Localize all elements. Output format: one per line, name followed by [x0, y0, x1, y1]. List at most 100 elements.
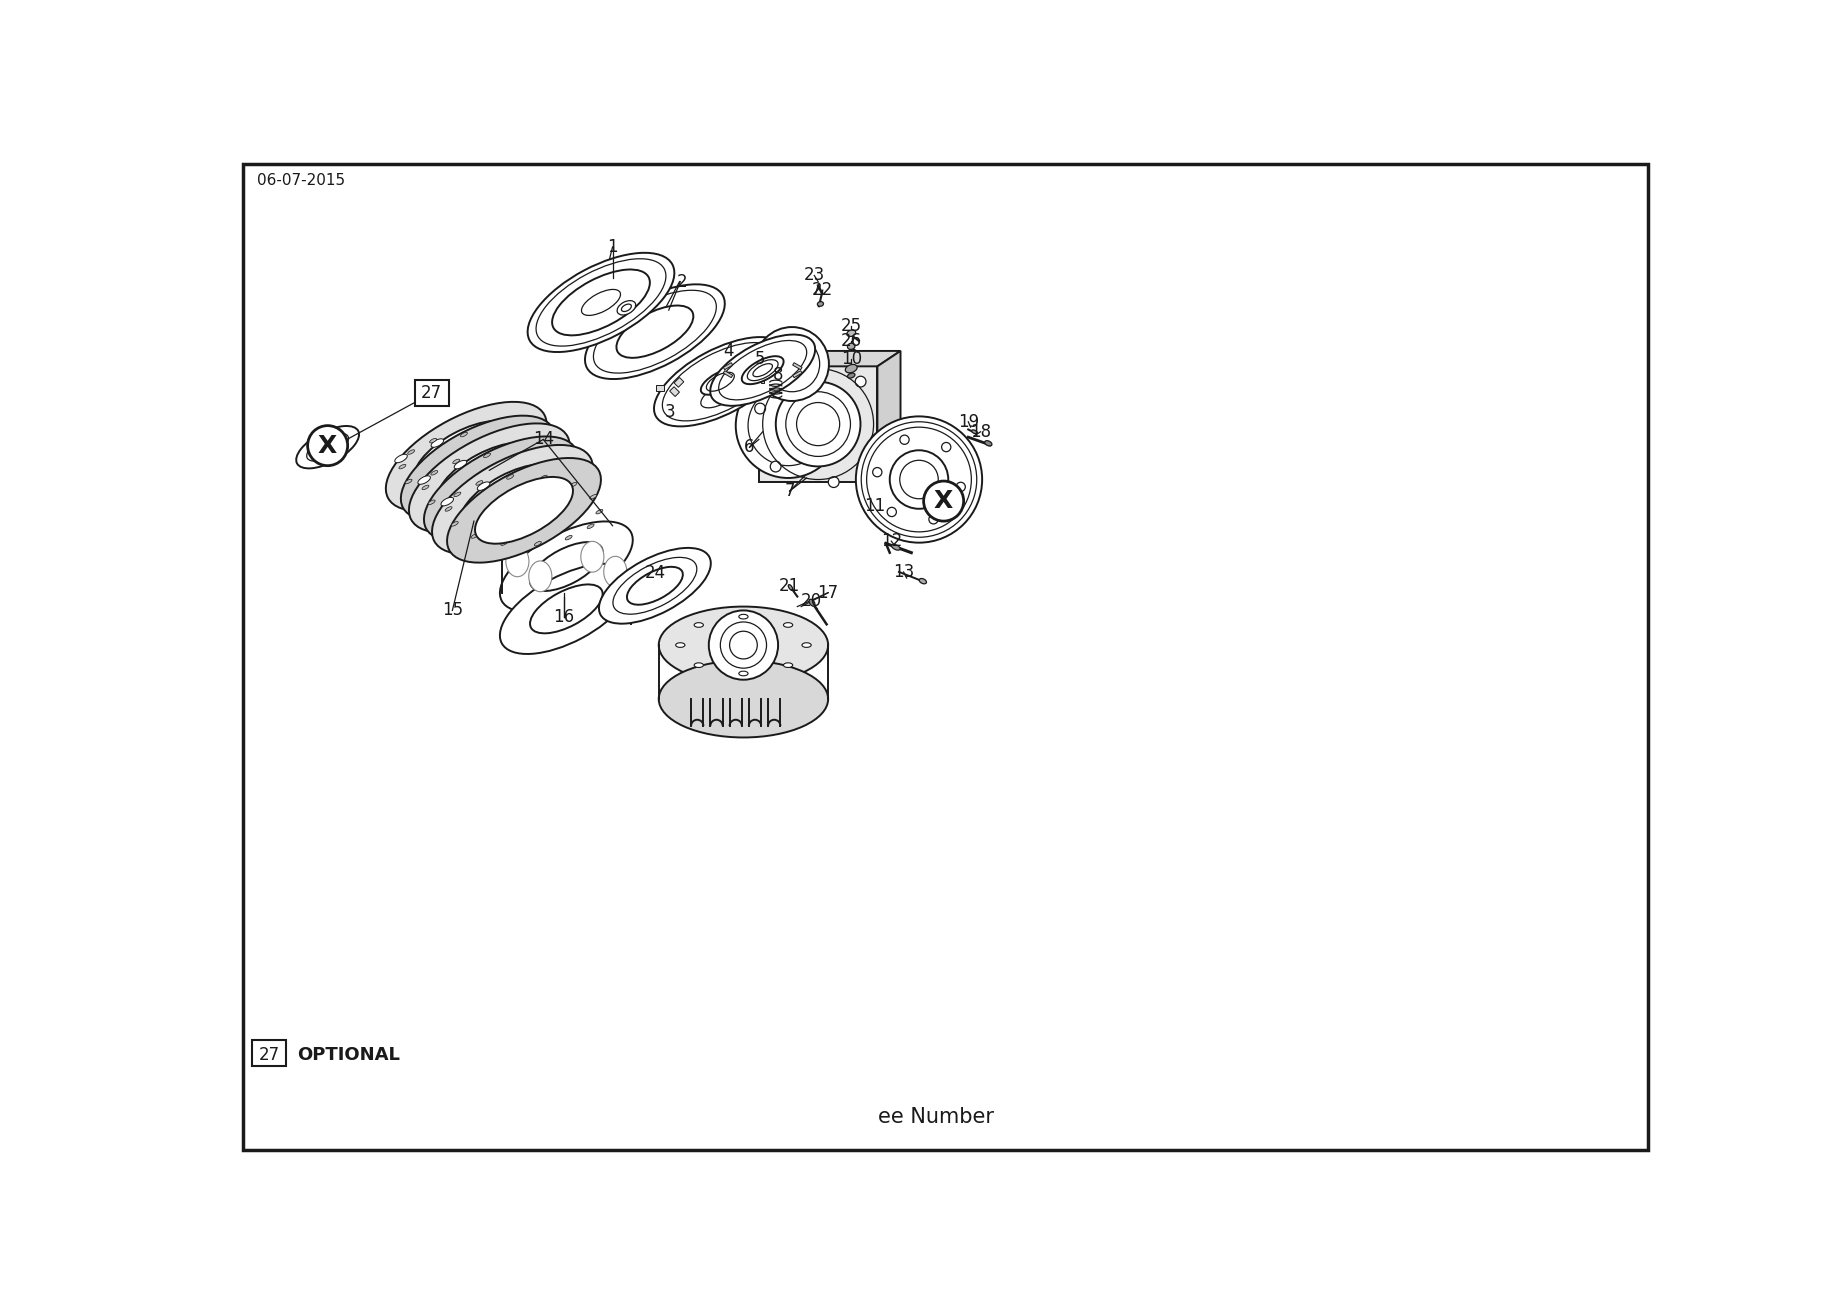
Polygon shape [762, 373, 764, 382]
Text: 06-07-2015: 06-07-2015 [256, 173, 345, 189]
Ellipse shape [518, 493, 526, 497]
Ellipse shape [428, 435, 528, 501]
Circle shape [956, 483, 965, 492]
Ellipse shape [452, 455, 550, 522]
Ellipse shape [550, 467, 557, 471]
Ellipse shape [528, 252, 675, 353]
Ellipse shape [476, 480, 483, 485]
Ellipse shape [483, 453, 491, 458]
Ellipse shape [616, 301, 637, 315]
Ellipse shape [565, 502, 577, 511]
Circle shape [775, 381, 860, 467]
Circle shape [924, 481, 963, 522]
Ellipse shape [810, 600, 815, 606]
Bar [657, 385, 664, 392]
Text: 5: 5 [755, 350, 766, 368]
Ellipse shape [524, 440, 531, 445]
Text: 18: 18 [970, 423, 991, 441]
Ellipse shape [507, 475, 513, 479]
Polygon shape [793, 371, 803, 377]
Ellipse shape [572, 488, 579, 492]
Ellipse shape [430, 438, 437, 442]
Text: 7: 7 [784, 483, 795, 500]
Ellipse shape [565, 536, 572, 540]
Ellipse shape [459, 464, 565, 535]
Circle shape [871, 435, 882, 445]
Circle shape [873, 467, 882, 476]
Ellipse shape [474, 477, 574, 544]
Ellipse shape [446, 458, 601, 562]
Circle shape [887, 507, 897, 516]
Text: OPTIONAL: OPTIONAL [297, 1046, 400, 1064]
Ellipse shape [596, 510, 603, 514]
Text: 17: 17 [817, 584, 839, 601]
Polygon shape [723, 371, 732, 377]
Ellipse shape [653, 337, 786, 427]
Ellipse shape [784, 662, 793, 667]
Ellipse shape [507, 442, 520, 450]
Ellipse shape [441, 497, 454, 506]
Circle shape [828, 476, 839, 488]
Text: 15: 15 [441, 601, 463, 619]
Bar [670, 386, 679, 397]
Circle shape [941, 442, 950, 451]
Ellipse shape [386, 402, 546, 511]
Ellipse shape [694, 623, 703, 627]
Ellipse shape [738, 614, 747, 619]
Ellipse shape [494, 433, 502, 437]
Text: 16: 16 [554, 608, 574, 626]
Ellipse shape [755, 327, 828, 401]
Ellipse shape [448, 467, 461, 475]
Ellipse shape [395, 454, 408, 463]
Ellipse shape [535, 541, 541, 546]
Ellipse shape [428, 500, 435, 505]
Ellipse shape [472, 488, 483, 497]
Bar [753, 373, 764, 382]
Ellipse shape [530, 463, 542, 472]
Ellipse shape [461, 432, 467, 437]
Ellipse shape [432, 438, 443, 448]
Ellipse shape [494, 510, 507, 519]
Text: 21: 21 [779, 576, 801, 595]
Text: 12: 12 [880, 532, 902, 550]
Ellipse shape [430, 471, 437, 475]
Ellipse shape [489, 500, 494, 503]
Polygon shape [723, 363, 732, 369]
Bar [415, 380, 448, 406]
Ellipse shape [445, 506, 452, 511]
Ellipse shape [701, 368, 740, 394]
Ellipse shape [454, 461, 467, 468]
Ellipse shape [518, 459, 531, 467]
Ellipse shape [506, 546, 530, 576]
Ellipse shape [581, 541, 603, 572]
Polygon shape [758, 367, 878, 481]
Polygon shape [878, 351, 900, 481]
Ellipse shape [437, 442, 542, 514]
Ellipse shape [803, 643, 812, 648]
Text: 3: 3 [664, 403, 675, 420]
Ellipse shape [408, 450, 415, 454]
Text: 11: 11 [863, 497, 886, 515]
Bar [749, 382, 758, 392]
Ellipse shape [847, 343, 854, 350]
Circle shape [797, 360, 808, 372]
Circle shape [856, 376, 865, 386]
Ellipse shape [413, 420, 518, 492]
Ellipse shape [448, 513, 456, 516]
Ellipse shape [845, 364, 858, 373]
Ellipse shape [452, 459, 459, 463]
Bar [716, 375, 723, 382]
Text: 26: 26 [841, 332, 862, 350]
Text: 20: 20 [801, 592, 821, 610]
Circle shape [928, 515, 937, 524]
Ellipse shape [847, 373, 854, 379]
Ellipse shape [817, 302, 823, 306]
Ellipse shape [517, 454, 524, 458]
Ellipse shape [566, 474, 574, 477]
Text: 23: 23 [804, 267, 825, 285]
Text: X: X [934, 489, 954, 513]
Ellipse shape [452, 522, 458, 526]
Ellipse shape [542, 514, 550, 518]
Text: ee Number: ee Number [878, 1107, 994, 1127]
Text: 1: 1 [607, 238, 618, 256]
